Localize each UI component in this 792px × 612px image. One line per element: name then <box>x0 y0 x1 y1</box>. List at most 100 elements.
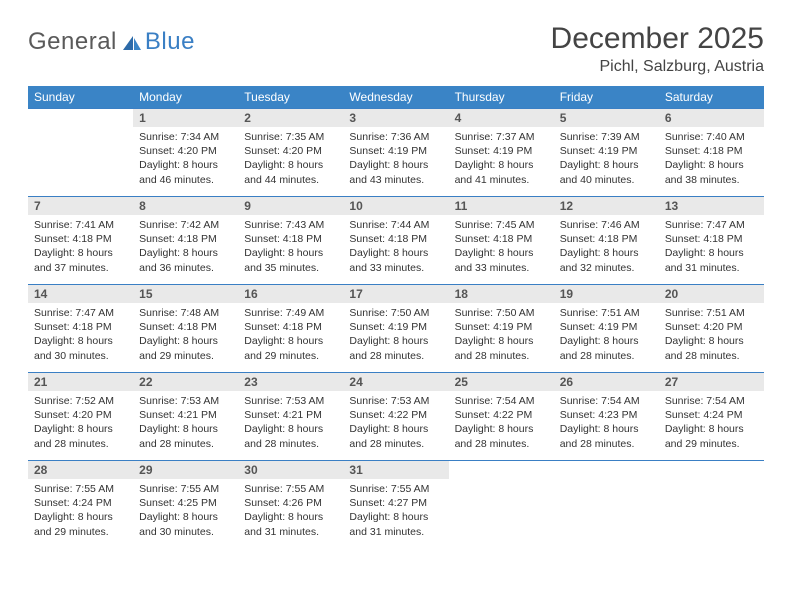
day-number: 7 <box>28 197 133 215</box>
day-cell: 29Sunrise: 7:55 AMSunset: 4:25 PMDayligh… <box>133 461 238 549</box>
day-details: Sunrise: 7:53 AMSunset: 4:21 PMDaylight:… <box>133 391 238 457</box>
day-cell: 13Sunrise: 7:47 AMSunset: 4:18 PMDayligh… <box>659 197 764 285</box>
day-details: Sunrise: 7:46 AMSunset: 4:18 PMDaylight:… <box>554 215 659 281</box>
day-cell: 15Sunrise: 7:48 AMSunset: 4:18 PMDayligh… <box>133 285 238 373</box>
day-number: 25 <box>449 373 554 391</box>
day-cell: 12Sunrise: 7:46 AMSunset: 4:18 PMDayligh… <box>554 197 659 285</box>
day-details: Sunrise: 7:49 AMSunset: 4:18 PMDaylight:… <box>238 303 343 369</box>
day-header-sunday: Sunday <box>28 86 133 109</box>
day-details: Sunrise: 7:55 AMSunset: 4:27 PMDaylight:… <box>343 479 448 545</box>
month-title: December 2025 <box>551 22 764 56</box>
day-number: 22 <box>133 373 238 391</box>
day-number: 12 <box>554 197 659 215</box>
day-cell: 6Sunrise: 7:40 AMSunset: 4:18 PMDaylight… <box>659 109 764 197</box>
week-row: ..1Sunrise: 7:34 AMSunset: 4:20 PMDaylig… <box>28 109 764 197</box>
day-number: 3 <box>343 109 448 127</box>
day-number: 13 <box>659 197 764 215</box>
day-cell: 31Sunrise: 7:55 AMSunset: 4:27 PMDayligh… <box>343 461 448 549</box>
day-details: Sunrise: 7:55 AMSunset: 4:26 PMDaylight:… <box>238 479 343 545</box>
day-details: Sunrise: 7:48 AMSunset: 4:18 PMDaylight:… <box>133 303 238 369</box>
header-row: General Blue December 2025 Pichl, Salzbu… <box>28 22 764 76</box>
day-cell: 2Sunrise: 7:35 AMSunset: 4:20 PMDaylight… <box>238 109 343 197</box>
day-number: 19 <box>554 285 659 303</box>
header-right: December 2025 Pichl, Salzburg, Austria <box>551 22 764 76</box>
day-number: 26 <box>554 373 659 391</box>
day-number: 6 <box>659 109 764 127</box>
day-details: Sunrise: 7:35 AMSunset: 4:20 PMDaylight:… <box>238 127 343 193</box>
day-details: Sunrise: 7:47 AMSunset: 4:18 PMDaylight:… <box>659 215 764 281</box>
day-details: Sunrise: 7:50 AMSunset: 4:19 PMDaylight:… <box>449 303 554 369</box>
day-number: 29 <box>133 461 238 479</box>
day-cell: 3Sunrise: 7:36 AMSunset: 4:19 PMDaylight… <box>343 109 448 197</box>
logo-sail-icon <box>121 34 143 52</box>
logo-text-general: General <box>28 28 117 56</box>
week-row: 14Sunrise: 7:47 AMSunset: 4:18 PMDayligh… <box>28 285 764 373</box>
day-details: Sunrise: 7:54 AMSunset: 4:24 PMDaylight:… <box>659 391 764 457</box>
day-details: Sunrise: 7:37 AMSunset: 4:19 PMDaylight:… <box>449 127 554 193</box>
day-number: 27 <box>659 373 764 391</box>
day-details: Sunrise: 7:47 AMSunset: 4:18 PMDaylight:… <box>28 303 133 369</box>
day-header-row: SundayMondayTuesdayWednesdayThursdayFrid… <box>28 86 764 109</box>
day-header-monday: Monday <box>133 86 238 109</box>
day-cell: 16Sunrise: 7:49 AMSunset: 4:18 PMDayligh… <box>238 285 343 373</box>
day-cell: 26Sunrise: 7:54 AMSunset: 4:23 PMDayligh… <box>554 373 659 461</box>
day-details: Sunrise: 7:45 AMSunset: 4:18 PMDaylight:… <box>449 215 554 281</box>
day-number: 9 <box>238 197 343 215</box>
empty-cell: .. <box>554 461 659 549</box>
day-details: Sunrise: 7:55 AMSunset: 4:25 PMDaylight:… <box>133 479 238 545</box>
day-details: Sunrise: 7:40 AMSunset: 4:18 PMDaylight:… <box>659 127 764 193</box>
day-number: 17 <box>343 285 448 303</box>
day-details: Sunrise: 7:53 AMSunset: 4:21 PMDaylight:… <box>238 391 343 457</box>
day-header-wednesday: Wednesday <box>343 86 448 109</box>
day-number: 2 <box>238 109 343 127</box>
day-details: Sunrise: 7:55 AMSunset: 4:24 PMDaylight:… <box>28 479 133 545</box>
day-cell: 24Sunrise: 7:53 AMSunset: 4:22 PMDayligh… <box>343 373 448 461</box>
day-number: 28 <box>28 461 133 479</box>
day-cell: 25Sunrise: 7:54 AMSunset: 4:22 PMDayligh… <box>449 373 554 461</box>
day-cell: 4Sunrise: 7:37 AMSunset: 4:19 PMDaylight… <box>449 109 554 197</box>
day-details: Sunrise: 7:34 AMSunset: 4:20 PMDaylight:… <box>133 127 238 193</box>
day-header-friday: Friday <box>554 86 659 109</box>
day-number: 5 <box>554 109 659 127</box>
day-cell: 11Sunrise: 7:45 AMSunset: 4:18 PMDayligh… <box>449 197 554 285</box>
empty-cell: .. <box>659 461 764 549</box>
day-number: 14 <box>28 285 133 303</box>
day-details: Sunrise: 7:52 AMSunset: 4:20 PMDaylight:… <box>28 391 133 457</box>
day-number: 31 <box>343 461 448 479</box>
week-row: 28Sunrise: 7:55 AMSunset: 4:24 PMDayligh… <box>28 461 764 549</box>
day-cell: 21Sunrise: 7:52 AMSunset: 4:20 PMDayligh… <box>28 373 133 461</box>
day-number: 20 <box>659 285 764 303</box>
day-details: Sunrise: 7:41 AMSunset: 4:18 PMDaylight:… <box>28 215 133 281</box>
day-details: Sunrise: 7:54 AMSunset: 4:22 PMDaylight:… <box>449 391 554 457</box>
day-cell: 22Sunrise: 7:53 AMSunset: 4:21 PMDayligh… <box>133 373 238 461</box>
day-header-tuesday: Tuesday <box>238 86 343 109</box>
day-details: Sunrise: 7:50 AMSunset: 4:19 PMDaylight:… <box>343 303 448 369</box>
empty-cell: .. <box>28 109 133 197</box>
week-row: 7Sunrise: 7:41 AMSunset: 4:18 PMDaylight… <box>28 197 764 285</box>
day-details: Sunrise: 7:42 AMSunset: 4:18 PMDaylight:… <box>133 215 238 281</box>
calendar-table: SundayMondayTuesdayWednesdayThursdayFrid… <box>28 86 764 549</box>
day-cell: 5Sunrise: 7:39 AMSunset: 4:19 PMDaylight… <box>554 109 659 197</box>
day-number: 30 <box>238 461 343 479</box>
logo: General Blue <box>28 22 195 56</box>
day-cell: 19Sunrise: 7:51 AMSunset: 4:19 PMDayligh… <box>554 285 659 373</box>
day-header-thursday: Thursday <box>449 86 554 109</box>
day-cell: 27Sunrise: 7:54 AMSunset: 4:24 PMDayligh… <box>659 373 764 461</box>
day-number: 10 <box>343 197 448 215</box>
week-row: 21Sunrise: 7:52 AMSunset: 4:20 PMDayligh… <box>28 373 764 461</box>
day-number: 23 <box>238 373 343 391</box>
empty-cell: .. <box>449 461 554 549</box>
day-cell: 14Sunrise: 7:47 AMSunset: 4:18 PMDayligh… <box>28 285 133 373</box>
day-cell: 9Sunrise: 7:43 AMSunset: 4:18 PMDaylight… <box>238 197 343 285</box>
day-number: 24 <box>343 373 448 391</box>
day-details: Sunrise: 7:39 AMSunset: 4:19 PMDaylight:… <box>554 127 659 193</box>
day-cell: 30Sunrise: 7:55 AMSunset: 4:26 PMDayligh… <box>238 461 343 549</box>
day-number: 1 <box>133 109 238 127</box>
location: Pichl, Salzburg, Austria <box>551 58 764 76</box>
day-number: 16 <box>238 285 343 303</box>
day-cell: 1Sunrise: 7:34 AMSunset: 4:20 PMDaylight… <box>133 109 238 197</box>
day-details: Sunrise: 7:44 AMSunset: 4:18 PMDaylight:… <box>343 215 448 281</box>
day-number: 4 <box>449 109 554 127</box>
day-cell: 20Sunrise: 7:51 AMSunset: 4:20 PMDayligh… <box>659 285 764 373</box>
day-cell: 8Sunrise: 7:42 AMSunset: 4:18 PMDaylight… <box>133 197 238 285</box>
